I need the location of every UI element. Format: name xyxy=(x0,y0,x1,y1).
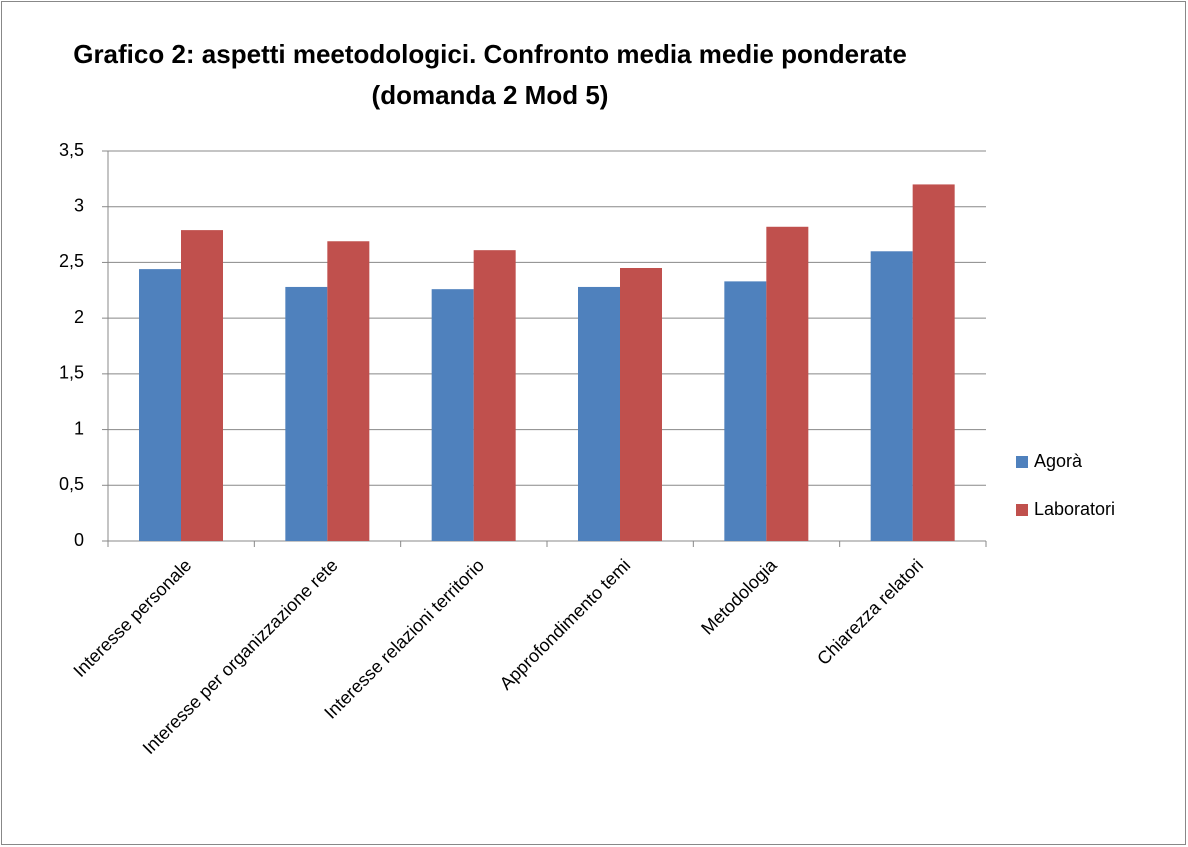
y-tick-label: 1 xyxy=(74,418,84,438)
bar xyxy=(139,269,181,541)
y-tick-label: 2 xyxy=(74,307,84,327)
y-tick-label: 1,5 xyxy=(59,363,84,383)
bar xyxy=(327,241,370,541)
legend-label: Agorà xyxy=(1034,451,1083,471)
bar xyxy=(431,289,474,541)
bar xyxy=(620,268,662,541)
chart-title: Grafico 2: aspetti meetodologici. Confro… xyxy=(73,39,907,110)
bar xyxy=(473,250,516,541)
bar xyxy=(578,286,620,541)
bar xyxy=(724,281,767,541)
bar xyxy=(766,226,809,541)
bar xyxy=(912,184,955,541)
bar xyxy=(181,230,223,541)
y-tick-label: 0,5 xyxy=(59,474,84,494)
legend-swatch xyxy=(1016,504,1028,516)
y-tick-label: 3,5 xyxy=(59,140,84,160)
y-tick-label: 2,5 xyxy=(59,251,84,271)
legend-label: Laboratori xyxy=(1034,499,1115,519)
legend-swatch xyxy=(1016,456,1028,468)
bar xyxy=(870,251,913,542)
y-tick-label: 0 xyxy=(74,530,84,550)
bar xyxy=(285,286,328,541)
y-tick-label: 3 xyxy=(74,195,84,215)
